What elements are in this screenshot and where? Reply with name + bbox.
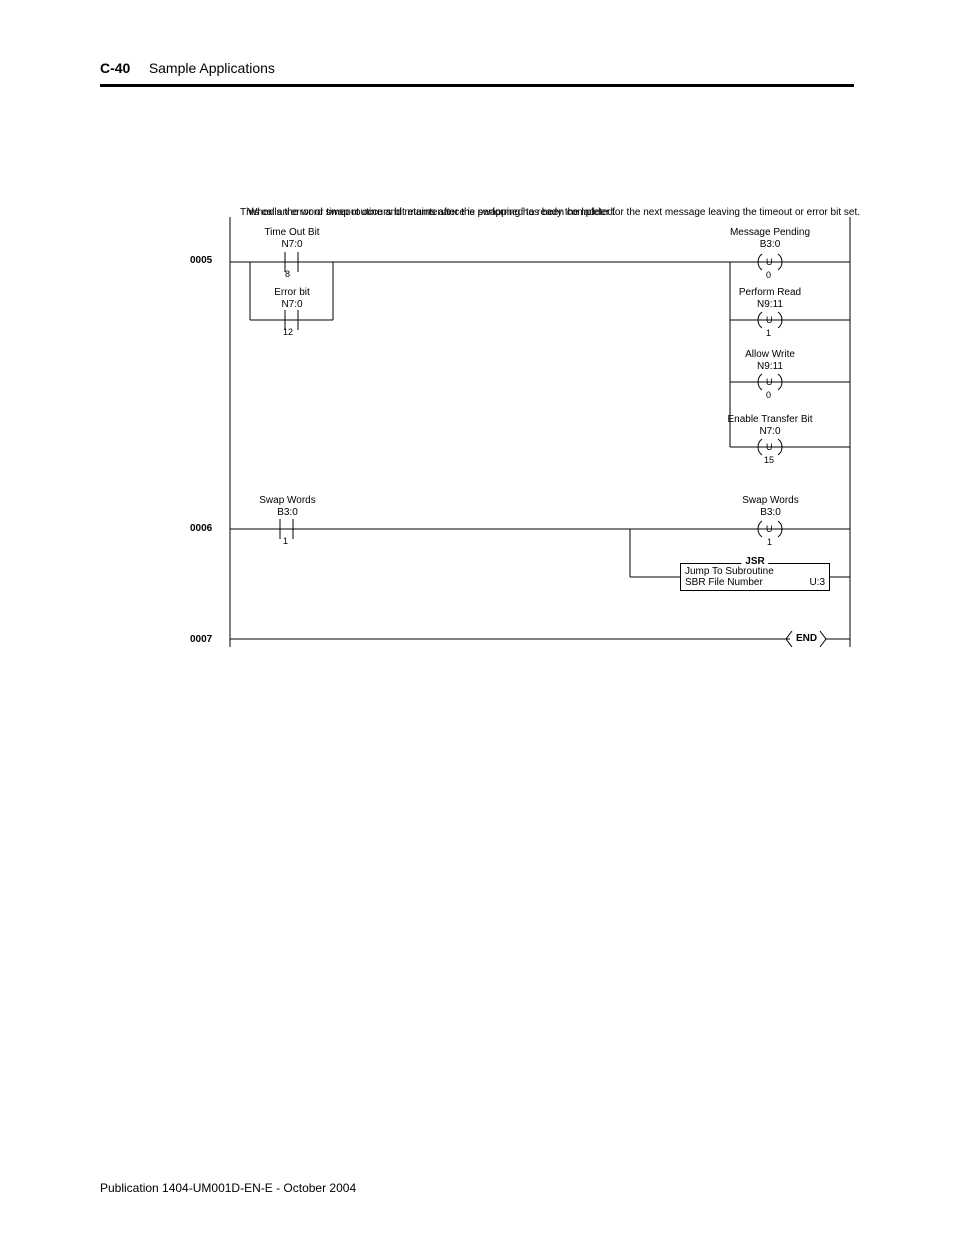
allow-write-inst: U [766, 377, 773, 387]
ladder-diagram: When an error or timeout occurs bit main… [180, 207, 860, 707]
allow-write-bit: 0 [766, 390, 771, 400]
swap-output-addr: B3:0 [760, 507, 781, 518]
msg-pending-addr: B3:0 [760, 239, 781, 250]
timeout-bit-label: Time Out Bit N7:0 [262, 227, 322, 250]
error-title: Error bit [274, 287, 310, 298]
swap-input-bit: 1 [283, 536, 288, 546]
msg-pending-label: Message Pending B3:0 [725, 227, 815, 250]
enable-xfer-title: Enable Transfer Bit [727, 414, 812, 425]
enable-xfer-addr: N7:0 [759, 426, 780, 437]
perform-read-label: Perform Read N9:11 [725, 287, 815, 310]
timeout-addr: N7:0 [281, 239, 302, 250]
swap-output-inst: U [766, 524, 773, 534]
perform-read-title: Perform Read [739, 287, 801, 298]
jsr-instruction-box: JSR Jump To Subroutine SBR File Number U… [680, 563, 830, 591]
msg-pending-inst: U [766, 257, 773, 267]
jsr-line1: Jump To Subroutine [685, 566, 825, 577]
swap-input-addr: B3:0 [277, 507, 298, 518]
swap-words-input-label: Swap Words B3:0 [255, 495, 320, 518]
enable-xfer-bit: 15 [764, 455, 774, 465]
error-bit-num: 12 [283, 327, 293, 337]
msg-pending-title: Message Pending [730, 227, 810, 238]
timeout-title: Time Out Bit [264, 227, 319, 238]
allow-write-title: Allow Write [745, 349, 795, 360]
jsr-param: U:3 [809, 577, 825, 588]
enable-xfer-inst: U [766, 442, 773, 452]
timeout-bit-num: 8 [285, 269, 290, 279]
jsr-title: JSR [741, 556, 768, 567]
swap-output-title: Swap Words [742, 495, 799, 506]
document-page: C-40 Sample Applications When an error o… [0, 0, 954, 1235]
error-bit-label: Error bit N7:0 [262, 287, 322, 310]
enable-xfer-label: Enable Transfer Bit N7:0 [715, 414, 825, 437]
msg-pending-bit: 0 [766, 270, 771, 280]
swap-words-output-label: Swap Words B3:0 [738, 495, 803, 518]
allow-write-addr: N9:11 [757, 361, 783, 372]
page-number: C-40 [100, 60, 130, 76]
perform-read-addr: N9:11 [757, 299, 783, 310]
swap-input-title: Swap Words [259, 495, 316, 506]
allow-write-label: Allow Write N9:11 [725, 349, 815, 372]
publication-footer: Publication 1404-UM001D-EN-E - October 2… [100, 1181, 356, 1195]
jsr-line2-row: SBR File Number U:3 [685, 577, 825, 588]
jsr-line2: SBR File Number [685, 577, 763, 588]
chapter-title: Sample Applications [149, 60, 275, 76]
error-addr: N7:0 [281, 299, 302, 310]
end-instruction: END [796, 633, 817, 644]
page-header: C-40 Sample Applications [100, 60, 854, 87]
perform-read-bit: 1 [766, 328, 771, 338]
swap-output-bit: 1 [767, 537, 772, 547]
ladder-svg [180, 207, 860, 707]
perform-read-inst: U [766, 315, 773, 325]
